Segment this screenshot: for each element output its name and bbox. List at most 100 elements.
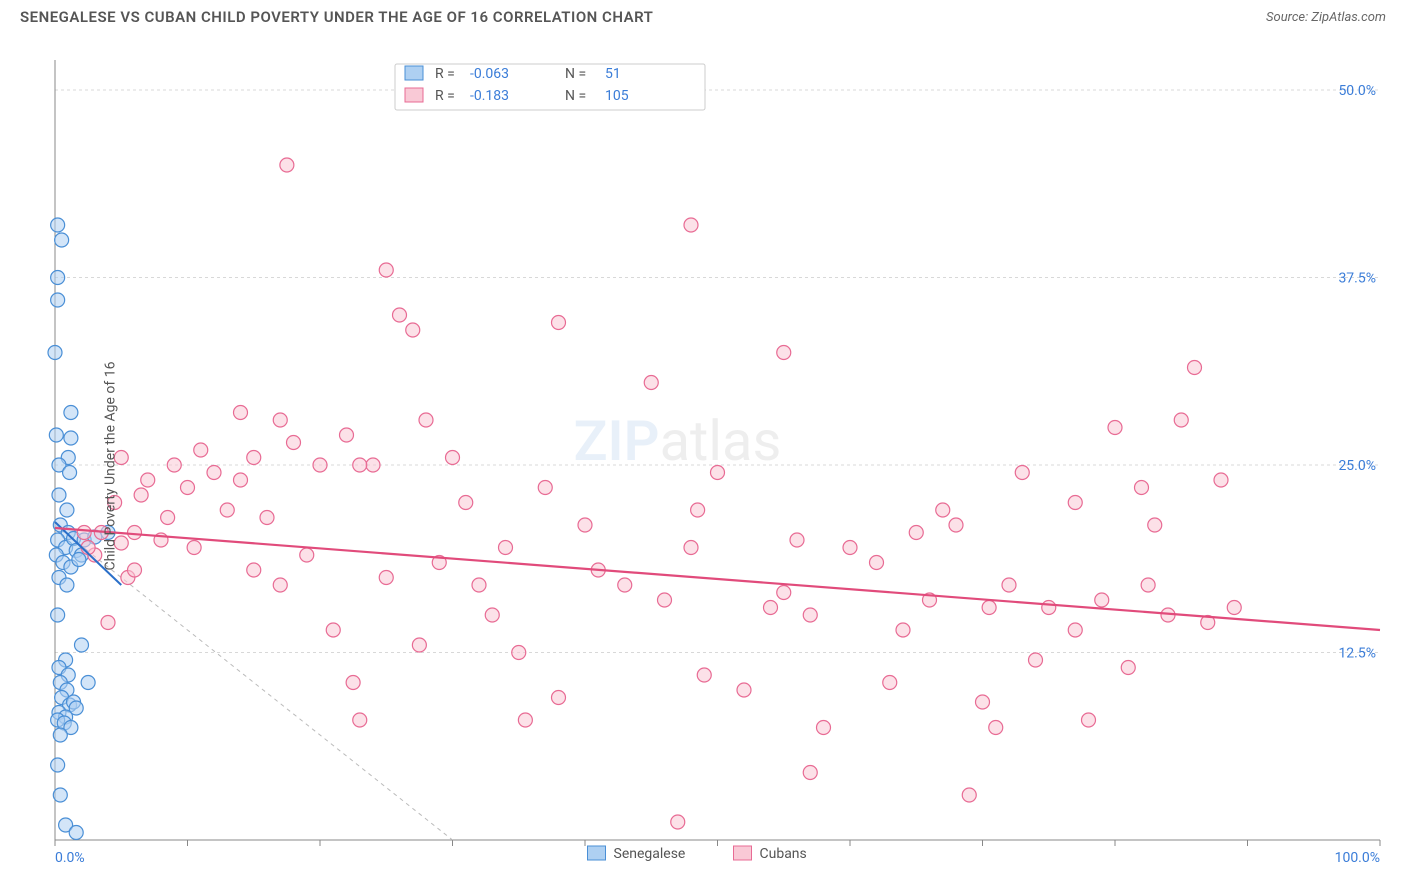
legend-n-value: 105 <box>605 88 629 104</box>
scatter-point <box>1148 518 1162 532</box>
scatter-point <box>128 563 142 577</box>
scatter-point <box>101 616 115 630</box>
scatter-point <box>287 436 301 450</box>
scatter-point <box>777 586 791 600</box>
scatter-point <box>618 578 632 592</box>
scatter-point <box>883 676 897 690</box>
scatter-point <box>936 503 950 517</box>
scatter-point <box>412 638 426 652</box>
scatter-point <box>64 431 78 445</box>
scatter-point <box>194 443 208 457</box>
scatter-point <box>1135 481 1149 495</box>
scatter-point <box>1188 361 1202 375</box>
scatter-point <box>340 428 354 442</box>
y-tick-label: 12.5% <box>1338 646 1376 662</box>
legend-r-label: R = <box>435 88 455 104</box>
scatter-point <box>313 458 327 472</box>
source-label: Source: ZipAtlas.com <box>1266 10 1386 25</box>
scatter-point <box>273 578 287 592</box>
scatter-point <box>472 578 486 592</box>
legend-r-value: -0.183 <box>470 88 509 104</box>
scatter-point <box>790 533 804 547</box>
y-tick-label: 37.5% <box>1338 271 1376 287</box>
scatter-point <box>64 406 78 420</box>
scatter-point <box>989 721 1003 735</box>
scatter-point <box>697 668 711 682</box>
scatter-point <box>63 466 77 480</box>
scatter-point <box>1068 496 1082 510</box>
scatter-point <box>69 701 83 715</box>
legend-r-value: -0.063 <box>470 66 509 82</box>
scatter-point <box>499 541 513 555</box>
scatter-point <box>51 271 65 285</box>
scatter-point <box>406 323 420 337</box>
scatter-point <box>578 518 592 532</box>
trend-line <box>55 528 1380 630</box>
scatter-point <box>81 676 95 690</box>
scatter-point <box>764 601 778 615</box>
scatter-point <box>684 541 698 555</box>
scatter-point <box>48 346 62 360</box>
scatter-point <box>51 293 65 307</box>
scatter-point <box>353 458 367 472</box>
scatter-point <box>803 608 817 622</box>
scatter-point <box>280 158 294 172</box>
bottom-legend-label: Senegalese <box>614 846 686 862</box>
scatter-point <box>658 593 672 607</box>
scatter-point <box>53 728 67 742</box>
scatter-point <box>1108 421 1122 435</box>
scatter-point <box>485 608 499 622</box>
scatter-point <box>962 788 976 802</box>
scatter-point <box>379 263 393 277</box>
scatter-point <box>817 721 831 735</box>
scatter-point <box>1214 473 1228 487</box>
scatter-point <box>51 758 65 772</box>
scatter-point <box>220 503 234 517</box>
scatter-point <box>51 608 65 622</box>
scatter-point <box>60 578 74 592</box>
scatter-point <box>52 488 66 502</box>
scatter-point <box>49 428 63 442</box>
scatter-point <box>260 511 274 525</box>
scatter-point <box>53 788 67 802</box>
scatter-point <box>273 413 287 427</box>
bottom-legend-label: Cubans <box>760 846 807 862</box>
scatter-point <box>300 548 314 562</box>
scatter-point <box>134 488 148 502</box>
scatter-point <box>644 376 658 390</box>
scatter-point <box>181 481 195 495</box>
bottom-legend-swatch <box>588 846 606 860</box>
scatter-point <box>167 458 181 472</box>
scatter-point <box>1002 578 1016 592</box>
scatter-point <box>684 218 698 232</box>
scatter-point <box>77 526 91 540</box>
scatter-point <box>777 346 791 360</box>
scatter-point <box>326 623 340 637</box>
scatter-point <box>1095 593 1109 607</box>
legend-swatch <box>405 88 423 102</box>
scatter-point <box>446 451 460 465</box>
watermark: ZIPatlas <box>574 408 782 474</box>
scatter-point <box>187 541 201 555</box>
scatter-point <box>366 458 380 472</box>
scatter-point <box>247 451 261 465</box>
scatter-point <box>1068 623 1082 637</box>
scatter-point <box>128 526 142 540</box>
scatter-point <box>1015 466 1029 480</box>
scatter-point <box>671 815 685 829</box>
scatter-point <box>353 713 367 727</box>
y-tick-label: 50.0% <box>1338 83 1376 99</box>
scatter-point <box>75 638 89 652</box>
legend-n-label: N = <box>565 88 586 104</box>
scatter-point <box>843 541 857 555</box>
scatter-point <box>60 503 74 517</box>
scatter-point <box>949 518 963 532</box>
scatter-point <box>379 571 393 585</box>
scatter-point <box>552 316 566 330</box>
scatter-point <box>1082 713 1096 727</box>
scatter-point <box>982 601 996 615</box>
y-tick-label: 25.0% <box>1338 458 1376 474</box>
scatter-point <box>234 473 248 487</box>
legend-n-value: 51 <box>605 66 621 82</box>
scatter-point <box>552 691 566 705</box>
